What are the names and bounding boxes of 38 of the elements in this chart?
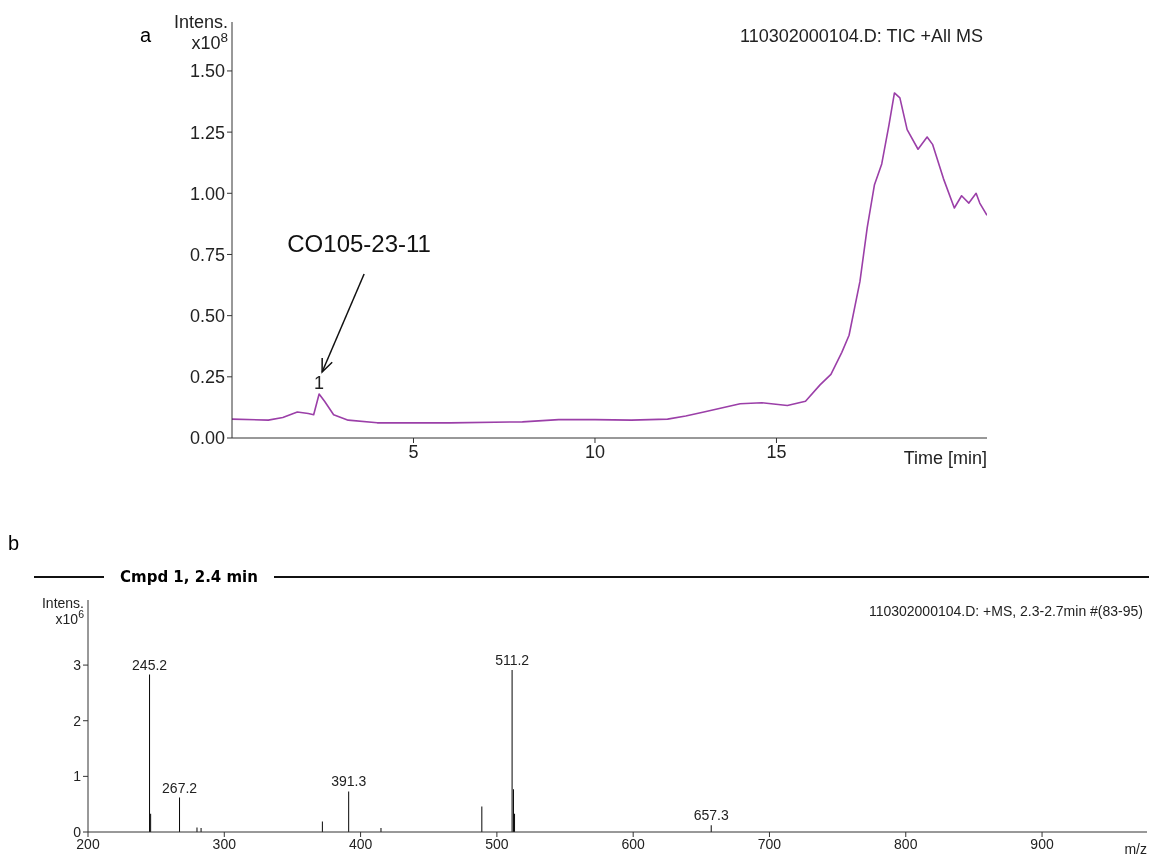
x-tick-label: 700: [757, 835, 782, 852]
y-tick-label: 0.00: [189, 428, 225, 449]
y-tick-label: 0.75: [189, 244, 225, 265]
y-tick-label: 1.00: [189, 183, 225, 204]
y-tick-label: 0.50: [189, 306, 225, 327]
y-tick-label: 1: [73, 768, 82, 785]
x-tick-label: 500: [485, 835, 509, 852]
annotation: CO105-23-11: [287, 229, 431, 257]
x-tick-label: 10: [584, 441, 605, 462]
y-axis-title: Intens. x10$^{8}$: [173, 12, 228, 53]
x-tick-label: 300: [212, 835, 237, 852]
y-tick-label: 0.25: [189, 367, 225, 388]
y-tick-label: 2: [73, 712, 82, 729]
x-tick-label: 800: [894, 835, 918, 852]
x-tick-label: 5: [408, 441, 419, 462]
annotation: 110302000104.D: +MS, 2.3-2.7min #(83-95): [868, 603, 1143, 619]
x-tick-label: 600: [621, 835, 646, 852]
chart-title: b: [8, 532, 20, 555]
annotation: 1: [314, 372, 325, 393]
x-tick-label: 900: [1030, 835, 1054, 852]
annotation: 110302000104.D: TIC +All MS: [740, 26, 983, 46]
annotation: 511.2: [495, 652, 530, 669]
annotation: 391.3: [331, 773, 367, 790]
y-tick-label: 1.50: [189, 61, 225, 82]
y-tick-label: 3: [73, 657, 82, 674]
y-tick-label: 1.25: [189, 122, 225, 143]
y-tick-label: 0: [73, 823, 82, 840]
line-series: [232, 92, 987, 424]
y-axis-title: Intens. x10$^{6}$: [41, 595, 85, 628]
annotation: 267.2: [162, 779, 198, 796]
annotation: 245.2: [132, 656, 168, 673]
chart-title: a: [140, 24, 152, 47]
x-axis-title: m/z: [1124, 841, 1147, 855]
annotation: 657.3: [693, 807, 729, 824]
x-tick-label: 400: [348, 835, 373, 852]
chart-subtitle: Cmpd 1, 2.4 min: [119, 568, 259, 586]
x-tick-label: 15: [766, 441, 787, 462]
x-axis-title: Time [min]: [903, 448, 987, 468]
